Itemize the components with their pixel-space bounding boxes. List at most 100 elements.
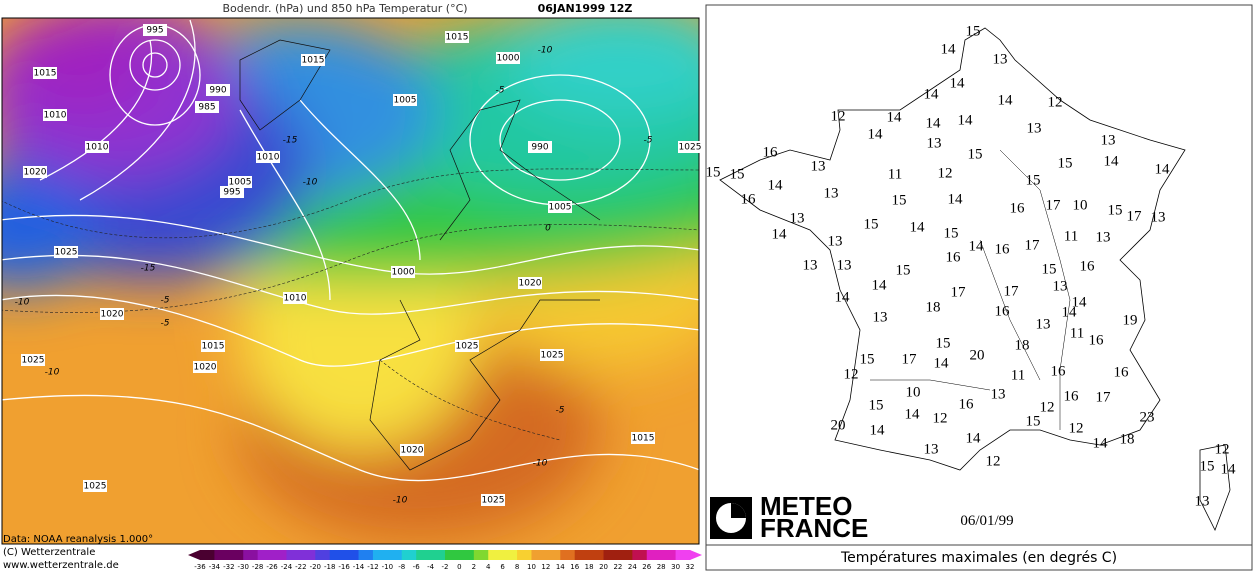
isotherm-label: -5 bbox=[556, 406, 565, 416]
colorbar-cell bbox=[358, 550, 374, 560]
isobar-label: 1025 bbox=[541, 351, 564, 361]
colorbar-cell bbox=[286, 550, 302, 560]
colorbar-tick: 24 bbox=[628, 563, 637, 571]
temperature: 16 bbox=[1051, 363, 1067, 379]
colorbar-cap bbox=[188, 550, 200, 560]
isobar-label: 1025 bbox=[456, 342, 479, 352]
isotherms bbox=[2, 168, 699, 441]
temperature: 14 bbox=[948, 191, 964, 207]
colorbar-tick: 0 bbox=[457, 563, 461, 571]
temperature: 13 bbox=[873, 309, 888, 325]
colorbar-cell bbox=[243, 550, 259, 560]
colorbar-cell bbox=[473, 550, 489, 560]
isobar-label: 1010 bbox=[86, 143, 109, 153]
colorbar-cell bbox=[372, 550, 388, 560]
colorbar-tick: -8 bbox=[398, 563, 405, 571]
isobar-label: 1025 bbox=[55, 248, 78, 258]
temperature: 13 bbox=[803, 257, 818, 273]
temperature: 16 bbox=[995, 241, 1011, 257]
isotherm-label: -15 bbox=[141, 264, 156, 274]
temperature: 14 bbox=[1104, 153, 1120, 169]
colorbar-tick: -32 bbox=[223, 563, 234, 571]
temperature: 16 bbox=[1089, 332, 1105, 348]
isotherm-label: -5 bbox=[644, 136, 653, 146]
temperature: 15 bbox=[892, 192, 907, 208]
temperature: 12 bbox=[1215, 441, 1230, 457]
temperature: 15 bbox=[864, 216, 879, 232]
temperature: 14 bbox=[941, 41, 957, 57]
temperature: 13 bbox=[1151, 209, 1166, 225]
isobar-label: 995 bbox=[223, 188, 240, 198]
isobar-label-bg bbox=[195, 101, 219, 113]
temperature: 13 bbox=[1101, 132, 1116, 148]
credit: (C) Wetterzentrale bbox=[3, 547, 95, 558]
temperature: 15 bbox=[966, 23, 981, 39]
colorbar-tick: -6 bbox=[413, 563, 421, 571]
temperature: 13 bbox=[1195, 493, 1210, 509]
colorbar-cell bbox=[488, 550, 504, 560]
isobar-label: 985 bbox=[198, 103, 215, 113]
colorbar-cell bbox=[646, 550, 662, 560]
isobar-label-bg bbox=[528, 141, 552, 153]
isobar-label-bg bbox=[83, 480, 107, 492]
colorbar-tick: 30 bbox=[671, 563, 680, 571]
colorbar-tick: 4 bbox=[486, 563, 491, 571]
isobar-label-bg bbox=[301, 54, 325, 66]
temperature: 17 bbox=[1127, 208, 1143, 224]
colorbar-tick: -22 bbox=[295, 563, 306, 571]
temperature: 15 bbox=[1042, 261, 1057, 277]
colorbar-cell bbox=[661, 550, 677, 560]
isotherm-label: -10 bbox=[533, 459, 548, 469]
colorbar-cell bbox=[300, 550, 316, 560]
colorbar-cell bbox=[517, 550, 532, 560]
isobar-label: 1020 bbox=[519, 279, 542, 289]
temperature: 13 bbox=[837, 257, 852, 273]
temperature: 13 bbox=[824, 185, 839, 201]
isobar-label: 1025 bbox=[84, 482, 107, 492]
temperature: 14 bbox=[868, 126, 884, 142]
temperature: 13 bbox=[1096, 229, 1111, 245]
temperature: 23 bbox=[1140, 409, 1155, 425]
isobar-label: 1015 bbox=[202, 342, 225, 352]
temperature: 17 bbox=[1025, 237, 1041, 253]
isobar-label-bg bbox=[496, 52, 520, 64]
colorbar-tick: 14 bbox=[556, 563, 565, 571]
temperature: 13 bbox=[927, 135, 942, 151]
temperature: 12 bbox=[1069, 420, 1084, 436]
temperature: 17 bbox=[951, 284, 967, 300]
left-title: Bodendr. (hPa) und 850 hPa Temperatur (°… bbox=[222, 2, 467, 15]
logo-text: FRANCE bbox=[760, 513, 868, 543]
colorbar-tick: -12 bbox=[367, 563, 378, 571]
temperature: 12 bbox=[938, 165, 953, 181]
temperature: 13 bbox=[790, 210, 805, 226]
colorbar: -36 -34 -32 -30 -28 -26 -24 -22 -20 -18 -16 -14 -12-… bbox=[188, 550, 702, 571]
isobar-label: 1015 bbox=[302, 56, 325, 66]
colorbar-tick: 26 bbox=[642, 563, 651, 571]
temperature: 14 bbox=[870, 422, 886, 438]
temperature: 12 bbox=[831, 108, 846, 124]
temperature: 14 bbox=[966, 430, 982, 446]
colorbar-cap bbox=[690, 550, 702, 560]
temperature: 12 bbox=[1048, 94, 1063, 110]
colorbar-tick: 18 bbox=[585, 563, 594, 571]
isobar-label-bg bbox=[228, 176, 252, 188]
colorbar-cell bbox=[430, 550, 446, 560]
colorbar-cell bbox=[401, 550, 417, 560]
temperature: 13 bbox=[991, 386, 1006, 402]
colorbar-cell bbox=[560, 550, 576, 560]
temperature: 14 bbox=[772, 226, 788, 242]
temperature: 13 bbox=[1036, 316, 1051, 332]
temperature: 15 bbox=[860, 351, 875, 367]
temperature: 16 bbox=[995, 303, 1011, 319]
temperature: 11 bbox=[1070, 325, 1084, 341]
temperature: 15 bbox=[896, 262, 911, 278]
colorbar-cell bbox=[416, 550, 432, 560]
colorbar-tick: -36 bbox=[194, 563, 206, 571]
temperature: 16 bbox=[1114, 364, 1130, 380]
colorbar-cell bbox=[315, 550, 331, 560]
colorbar-tick: -28 bbox=[252, 563, 263, 571]
temperature: 13 bbox=[993, 51, 1008, 67]
regions bbox=[870, 149, 1071, 430]
right-date: 06/01/99 bbox=[960, 513, 1013, 529]
isobar-label-bg bbox=[678, 141, 702, 153]
